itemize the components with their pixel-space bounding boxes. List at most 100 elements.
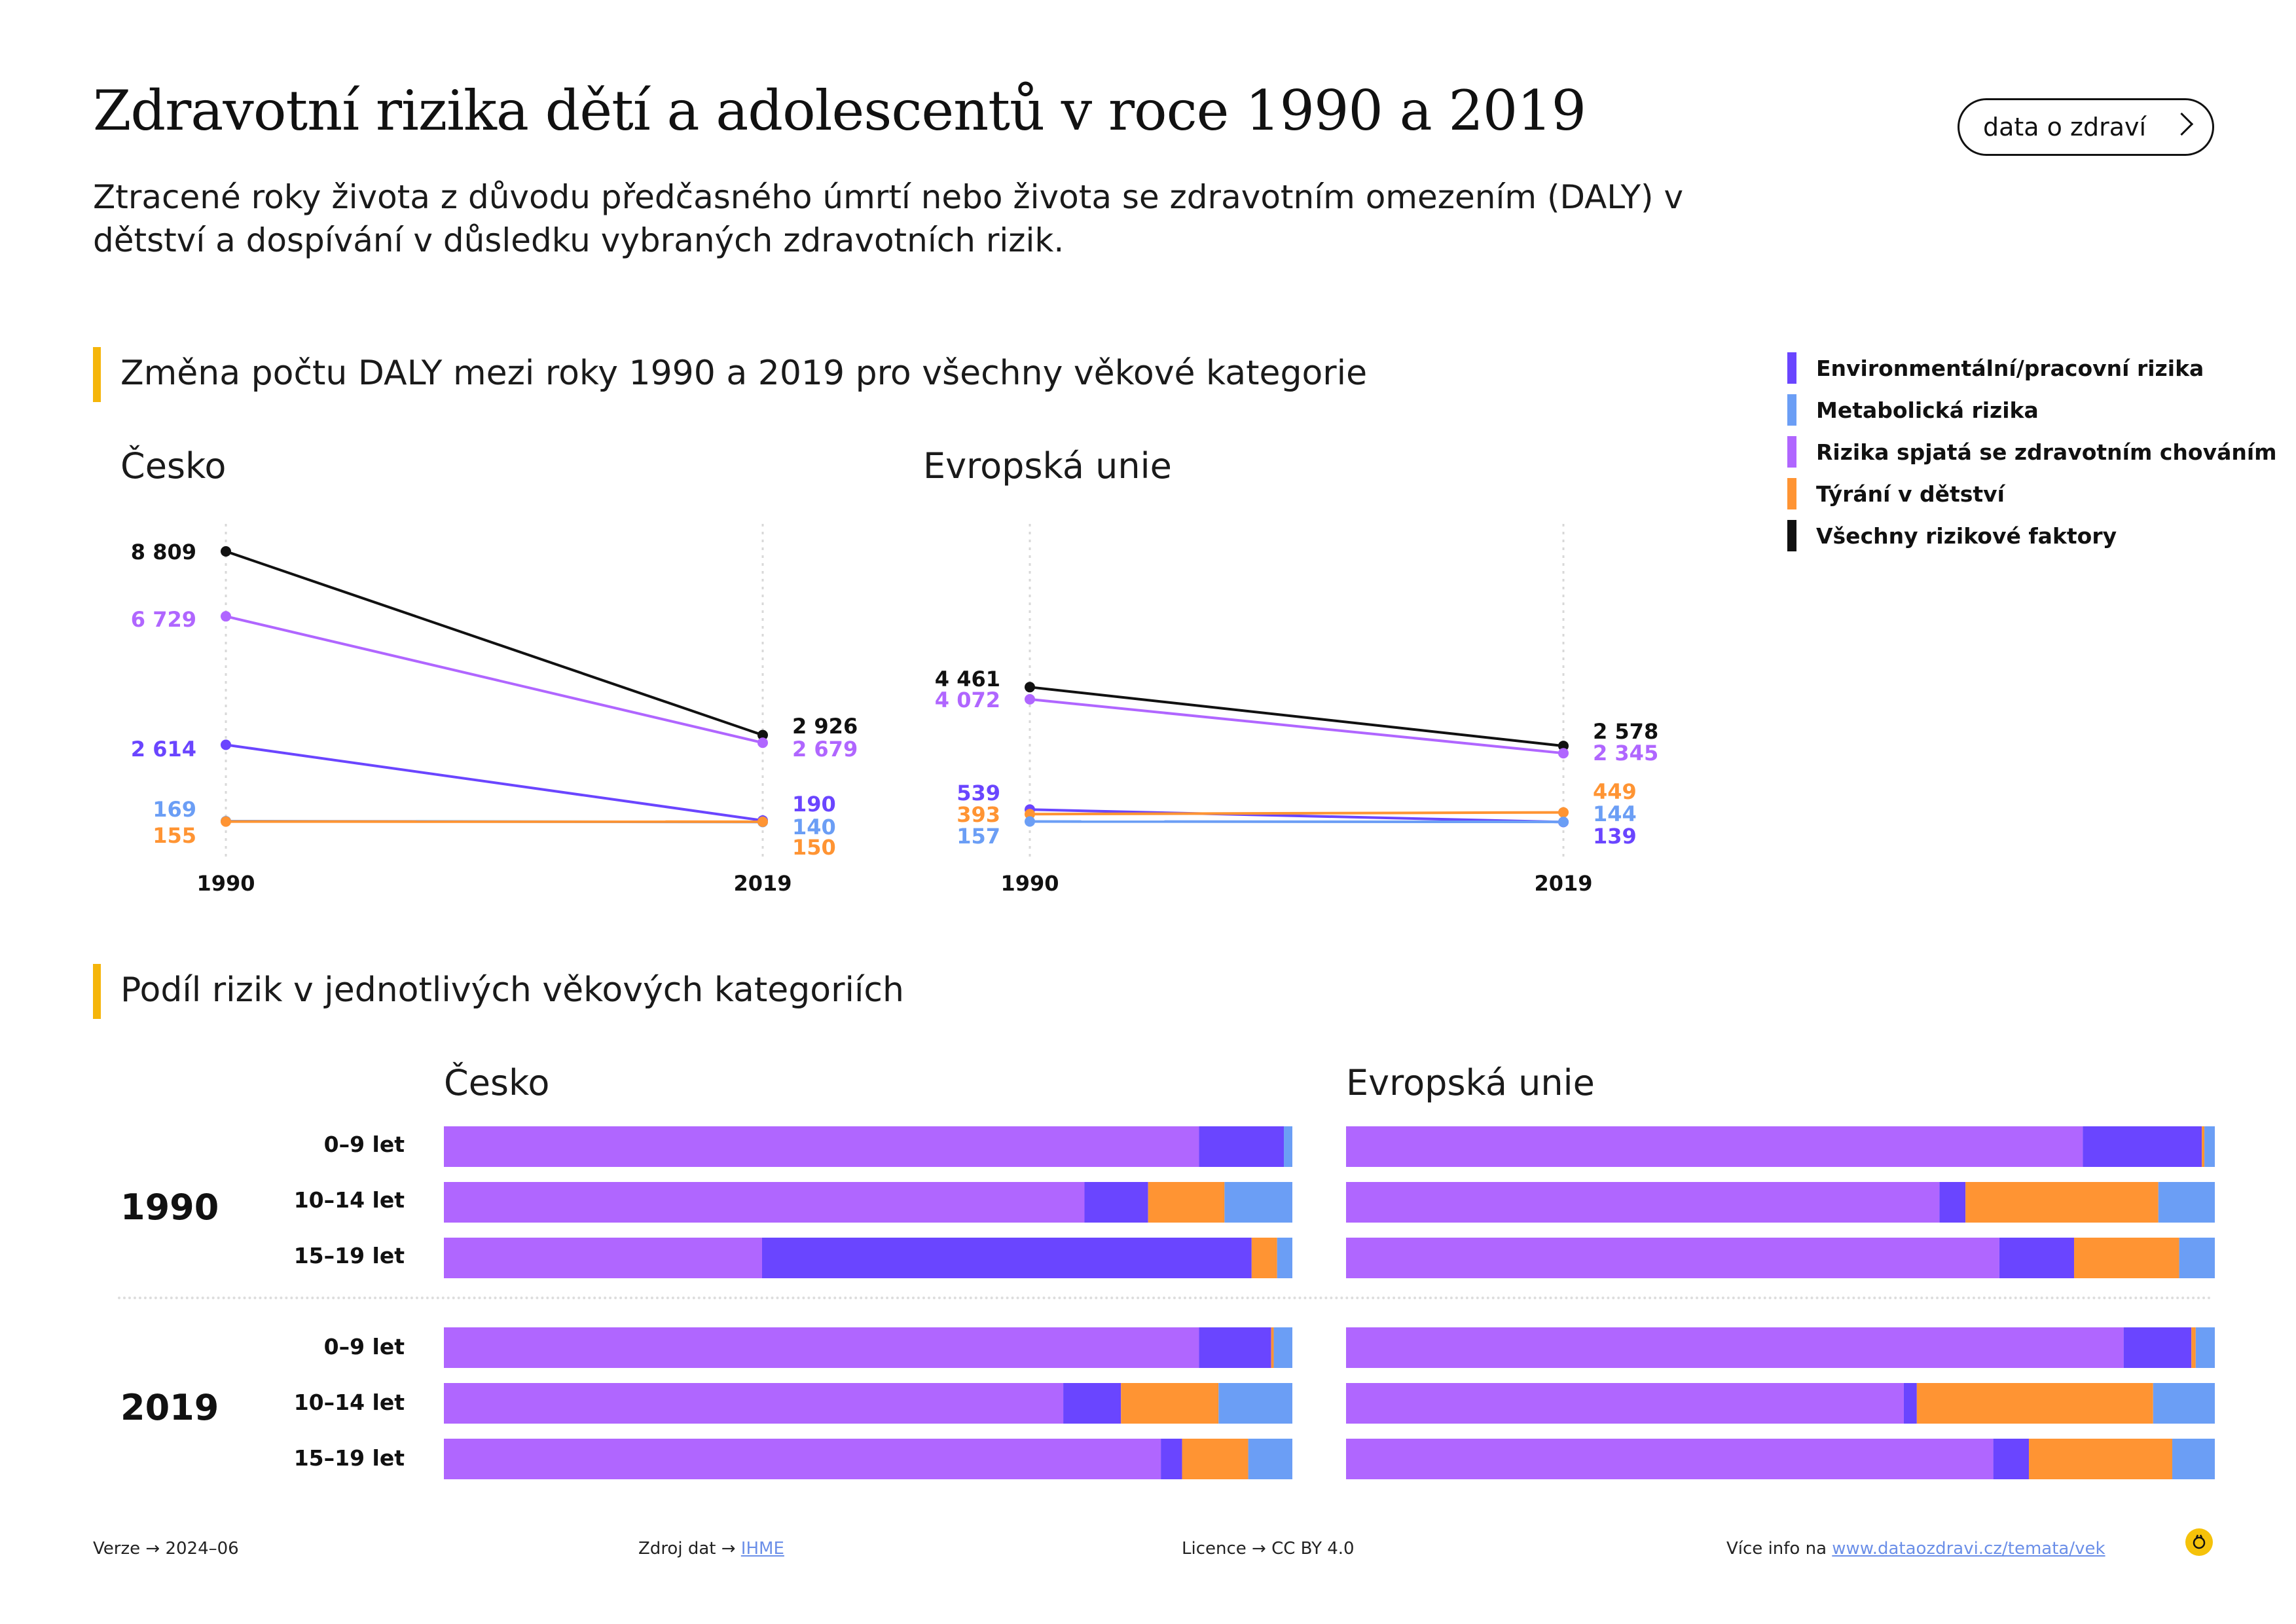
age-label: 0–9 let: [323, 1334, 405, 1359]
bar-segment: [1346, 1327, 2124, 1368]
series-point-2019: [757, 816, 768, 827]
series-point-2019: [1558, 748, 1569, 759]
data-label-2019: 150: [792, 835, 836, 860]
bar-segment: [2153, 1383, 2215, 1424]
bar-segment: [1965, 1182, 2159, 1223]
x-tick-label: 1990: [196, 871, 255, 896]
legend-label: Rizika spjatá se zdravotním chováním: [1816, 439, 2277, 465]
series-point-1990: [1025, 693, 1035, 705]
x-tick-label: 1990: [1000, 871, 1059, 896]
bar-segment: [1063, 1383, 1121, 1424]
age-label: 15–19 let: [293, 1445, 405, 1471]
series-point-1990: [221, 546, 231, 557]
year-label-2019: 2019: [120, 1387, 219, 1428]
bar-segment: [444, 1383, 1064, 1424]
page-title: Zdravotní rizika dětí a adolescentů v ro…: [93, 79, 1586, 143]
bar-segment: [1121, 1383, 1219, 1424]
data-label-2019: 190: [792, 792, 836, 817]
section-accent-bar: [93, 347, 101, 402]
legend-item: Environmentální/pracovní rizika: [1787, 347, 2277, 389]
series-line: [225, 743, 763, 822]
footer-source-link[interactable]: IHME: [740, 1539, 784, 1559]
bar-segment: [2123, 1327, 2192, 1368]
x-tick-label: 2019: [733, 871, 792, 896]
stacked-bar-charts: [444, 1126, 2215, 1479]
bar-segment: [2202, 1126, 2205, 1167]
series-line: [1029, 808, 1564, 824]
data-label-2019: 449: [1593, 779, 1637, 804]
bar-segment: [2195, 1327, 2215, 1368]
bar-segment: [1916, 1383, 2153, 1424]
bar-segment: [1218, 1383, 1292, 1424]
bar-segment: [2179, 1238, 2215, 1278]
legend-label: Metabolická rizika: [1816, 397, 2039, 423]
data-label-1990: 155: [153, 823, 196, 848]
section-title-change: Změna počtu DALY mezi roky 1990 a 2019 p…: [120, 354, 1368, 393]
legend-swatch: [1787, 520, 1796, 551]
age-label: 15–19 let: [293, 1243, 405, 1268]
data-label-2019: 2 345: [1593, 741, 1658, 766]
series-point-1990: [1025, 816, 1035, 827]
series-point-2019: [1558, 741, 1569, 752]
legend-swatch: [1787, 352, 1796, 384]
data-label-1990: 393: [957, 802, 1000, 827]
bar-segment: [1273, 1327, 1292, 1368]
bar-segment: [1224, 1182, 1292, 1223]
line-chart-title-eu: Evropská unie: [923, 445, 1172, 487]
series-point-1990: [1025, 682, 1035, 693]
data-label-1990: 4 461: [935, 667, 1000, 692]
data-label-2019: 144: [1593, 802, 1637, 826]
legend-swatch: [1787, 478, 1796, 509]
bar-segment: [762, 1238, 1252, 1278]
arrow-right-icon: →: [721, 1539, 736, 1559]
series-point-2019: [757, 729, 768, 741]
data-o-zdravi-button[interactable]: data o zdraví: [1958, 98, 2214, 156]
bar-segment: [1148, 1182, 1225, 1223]
bar-segment: [2172, 1439, 2215, 1479]
bar-segment: [2074, 1238, 2179, 1278]
legend-swatch: [1787, 394, 1796, 426]
legend-item: Týrání v dětství: [1787, 473, 2277, 515]
bar-segment: [1251, 1238, 1277, 1278]
footer-more-link[interactable]: www.dataozdravi.cz/temata/vek: [1832, 1539, 2105, 1559]
data-label-2019: 2 926: [792, 714, 858, 739]
bar-segment: [1346, 1439, 1994, 1479]
age-label: 10–14 let: [293, 1390, 405, 1415]
data-label-1990: 2 614: [131, 737, 196, 762]
series-line: [1029, 686, 1564, 748]
bar-segment: [1346, 1182, 1940, 1223]
legend-label: Environmentální/pracovní rizika: [1816, 355, 2204, 381]
bar-segment: [1248, 1439, 1292, 1479]
footer-version-label: Verze: [93, 1539, 141, 1559]
footer-license: Licence → CC BY 4.0: [1182, 1539, 1355, 1559]
series-point-2019: [1558, 807, 1569, 818]
bar-segment: [1939, 1182, 1966, 1223]
bar-segment: [444, 1439, 1161, 1479]
series-line: [225, 550, 763, 737]
series-point-2019: [1558, 817, 1569, 828]
series-line: [1029, 697, 1564, 755]
bar-segment: [1199, 1126, 1285, 1167]
page-subtitle: Ztracené roky života z důvodu předčasnéh…: [93, 178, 1684, 259]
footer-source-label: Zdroj dat: [638, 1539, 716, 1559]
bar-segment: [2029, 1439, 2172, 1479]
series-point-1990: [221, 816, 231, 827]
data-label-2019: 140: [792, 815, 836, 840]
bar-segment: [1346, 1126, 2083, 1167]
legend-swatch: [1787, 436, 1796, 468]
data-label-2019: 2 578: [1593, 719, 1658, 744]
bar-segment: [1277, 1238, 1292, 1278]
button-label: data o zdraví: [1983, 113, 2147, 141]
line-chart-title-cz: Česko: [120, 445, 227, 487]
bar-segment: [1199, 1327, 1271, 1368]
logo-glyph-icon: [2193, 1534, 2206, 1549]
data-label-1990: 6 729: [131, 607, 196, 632]
bar-segment: [1161, 1439, 1182, 1479]
footer-more-info: Více info na www.dataozdravi.cz/temata/v…: [1726, 1539, 2105, 1559]
series-point-1990: [221, 611, 231, 622]
bar-segment: [2191, 1327, 2196, 1368]
data-label-1990: 4 072: [935, 688, 1000, 712]
footer-version: Verze → 2024–06: [93, 1539, 239, 1559]
bar-segment: [2158, 1182, 2215, 1223]
